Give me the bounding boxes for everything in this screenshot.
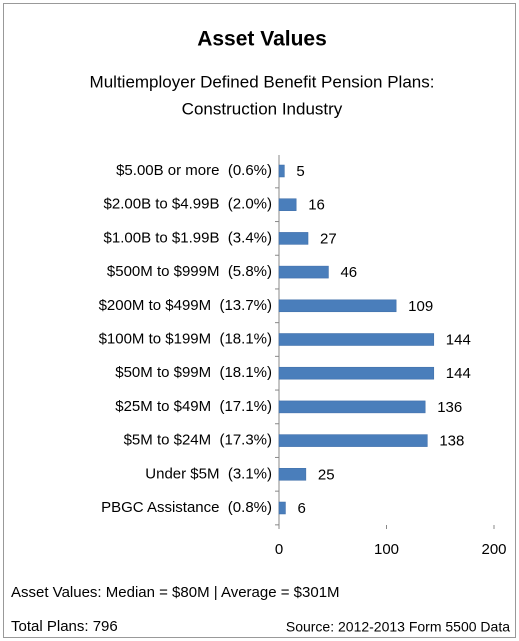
bar bbox=[278, 198, 297, 211]
x-tick-label: 200 bbox=[481, 541, 506, 558]
y-tick-label: $25M to $49M (17.1%) bbox=[115, 398, 272, 415]
y-tick-label: $200M to $499M (13.7%) bbox=[99, 297, 272, 314]
bar bbox=[278, 501, 286, 515]
bar bbox=[278, 164, 285, 178]
data-label: 27 bbox=[320, 230, 337, 247]
y-tick-label: $1.00B to $1.99B (3.4%) bbox=[104, 229, 272, 246]
data-label: 144 bbox=[446, 365, 471, 382]
y-tick-label: $5.00B or more (0.6%) bbox=[116, 162, 272, 179]
y-tick-label: PBGC Assistance (0.8%) bbox=[101, 499, 272, 516]
bar bbox=[278, 265, 329, 279]
data-label: 5 bbox=[296, 163, 304, 180]
y-tick-label: Under $5M (3.1%) bbox=[145, 465, 272, 482]
bar bbox=[278, 299, 397, 313]
bar bbox=[278, 232, 309, 245]
data-label: 46 bbox=[340, 264, 357, 281]
data-label: 16 bbox=[308, 197, 325, 214]
chart-title: Asset Values bbox=[197, 28, 327, 51]
y-tick-label: $500M to $999M (5.8%) bbox=[107, 263, 272, 280]
x-tick-label: 100 bbox=[374, 541, 399, 558]
chart-border bbox=[3, 3, 516, 638]
data-label: 25 bbox=[318, 466, 335, 483]
y-tick-label: $100M to $199M (18.1%) bbox=[99, 330, 272, 347]
annotation: Source: 2012-2013 Form 5500 Data bbox=[286, 619, 510, 635]
y-tick-label: $50M to $99M (18.1%) bbox=[115, 364, 272, 381]
bar bbox=[278, 333, 435, 346]
bar bbox=[278, 366, 435, 380]
data-label: 136 bbox=[437, 399, 462, 416]
x-tick-label: 0 bbox=[275, 541, 283, 558]
bar bbox=[278, 468, 307, 481]
data-label: 6 bbox=[297, 500, 305, 517]
y-tick-label: $2.00B to $4.99B (2.0%) bbox=[104, 196, 272, 213]
data-label: 138 bbox=[439, 433, 464, 450]
y-tick-label: $5M to $24M (17.3%) bbox=[124, 432, 272, 449]
bar bbox=[278, 434, 428, 447]
chart-subtitle: Multiemployer Defined Benefit Pension Pl… bbox=[90, 72, 435, 91]
bar bbox=[278, 400, 426, 414]
annotation: Total Plans: 796 bbox=[11, 618, 118, 635]
data-label: 109 bbox=[408, 298, 433, 315]
annotation: Asset Values: Median = $80M | Average = … bbox=[11, 584, 340, 601]
data-label: 144 bbox=[446, 331, 471, 348]
chart-subtitle: Construction Industry bbox=[182, 99, 343, 118]
